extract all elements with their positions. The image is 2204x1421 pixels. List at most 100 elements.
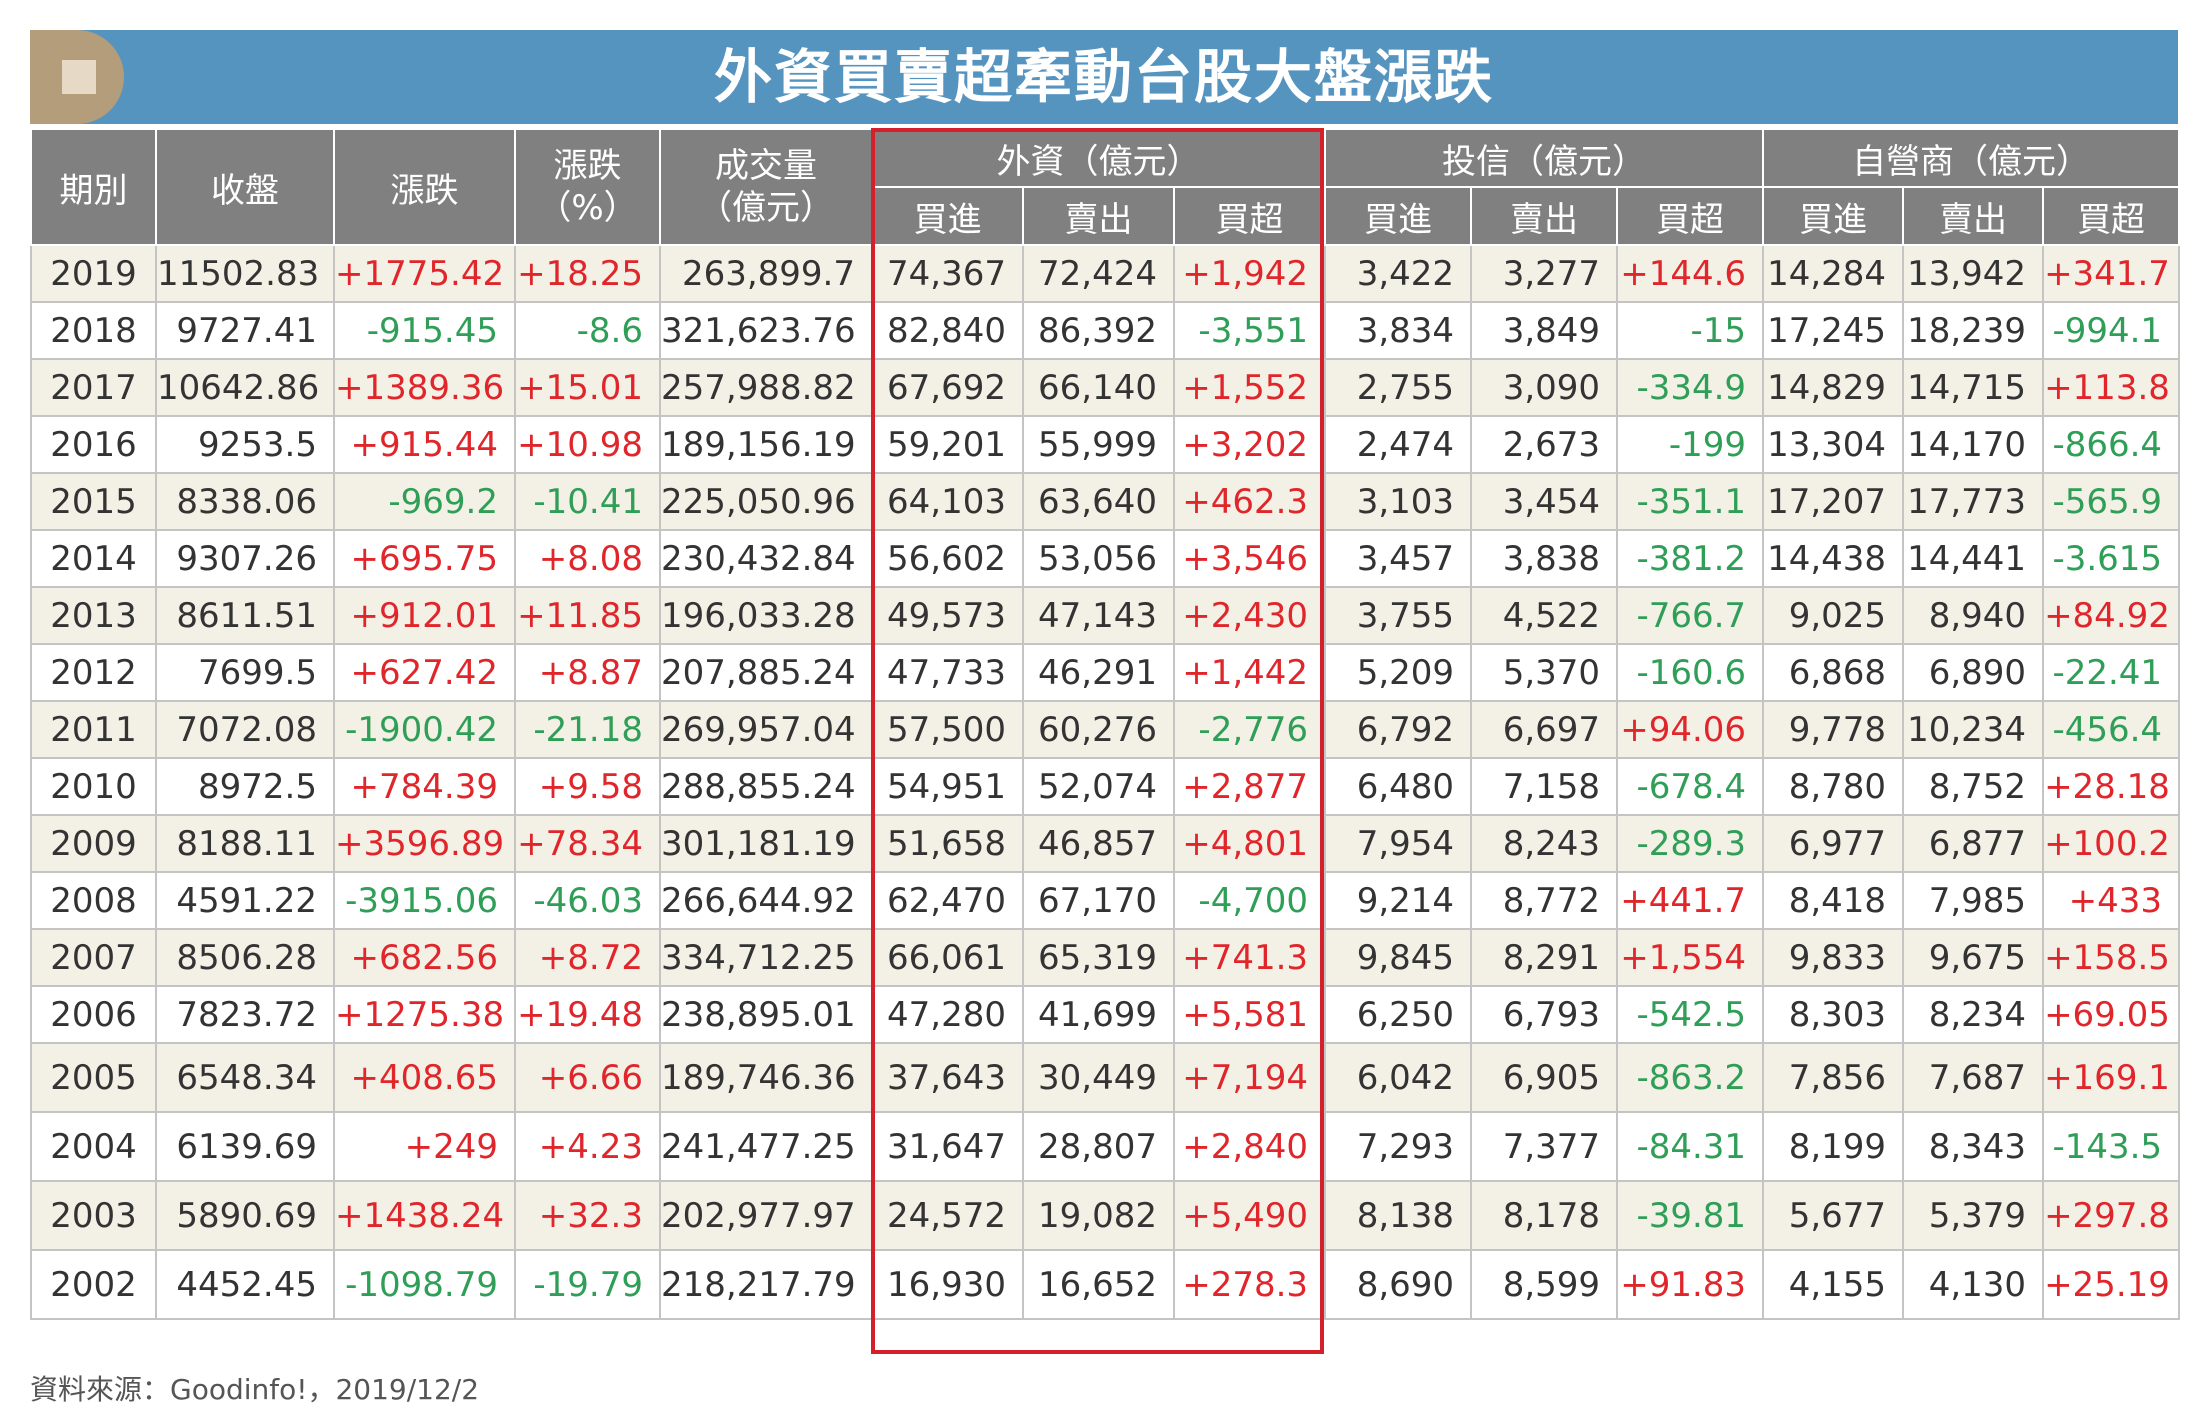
cell-chg: +408.65 [333,1042,516,1113]
cell-tn: -381.2 [1616,529,1765,588]
cell-pct: -46.03 [514,871,661,930]
cell-tb: 8,138 [1324,1180,1473,1251]
cell-tn: -39.81 [1616,1180,1765,1251]
cell-pct: +19.48 [514,985,661,1044]
cell-close: 4591.22 [155,871,335,930]
cell-chg: +1775.42 [333,244,516,303]
cell-ts: 3,849 [1470,301,1619,360]
cell-fn: +2,430 [1172,586,1327,645]
cell-year: 2015 [30,472,157,531]
cell-db: 5,677 [1762,1180,1905,1251]
cell-fn: +3,546 [1172,529,1327,588]
header-trust: 投信（億元） [1324,128,1765,188]
cell-ds: 8,234 [1902,985,2045,1044]
cell-close: 11502.83 [155,244,335,303]
cell-year: 2016 [30,415,157,474]
cell-dn: +113.8 [2042,358,2181,417]
cell-db: 8,418 [1762,871,1905,930]
cell-tn: -289.3 [1616,814,1765,873]
data-table: 期別 收盤 漲跌 漲跌 （%） 成交量 （億元） 外資（億元） 投信（億元） 自… [30,128,2181,1320]
header-volume: 成交量 （億元） [659,128,873,246]
table-row: 2009 8188.11 +3596.89 +78.34 301,181.19 51,65… [30,814,2181,873]
cell-ds: 5,379 [1902,1180,2045,1251]
cell-close: 6139.69 [155,1111,335,1182]
cell-fs: 53,056 [1022,529,1175,588]
table-body: 2019 11502.83 +1775.42 +18.25 263,899.7 74,36… [30,244,2181,1320]
cell-pct: +4.23 [514,1111,661,1182]
cell-chg: +682.56 [333,928,516,987]
header-change-pct-line2: （%） [537,188,638,228]
header-foreign-net: 買超 [1172,186,1327,246]
cell-fs: 19,082 [1022,1180,1175,1251]
cell-dn: +28.18 [2042,757,2181,816]
cell-ds: 7,985 [1902,871,2045,930]
cell-pct: +8.72 [514,928,661,987]
cell-db: 9,833 [1762,928,1905,987]
cell-chg: -1098.79 [333,1249,516,1320]
cell-fn: -2,776 [1172,700,1327,759]
cell-year: 2012 [30,643,157,702]
header-dealer-sell: 賣出 [1902,186,2045,246]
cell-db: 6,868 [1762,643,1905,702]
cell-fs: 46,857 [1022,814,1175,873]
header-dealer-net: 買超 [2042,186,2181,246]
cell-ts: 5,370 [1470,643,1619,702]
cell-chg: +1275.38 [333,985,516,1044]
cell-tn: -766.7 [1616,586,1765,645]
cell-fn: -3,551 [1172,301,1327,360]
cell-ts: 3,454 [1470,472,1619,531]
cell-dn: +25.19 [2042,1249,2181,1320]
cell-fs: 41,699 [1022,985,1175,1044]
cell-ts: 2,673 [1470,415,1619,474]
cell-year: 2018 [30,301,157,360]
cell-pct: +10.98 [514,415,661,474]
cell-fb: 47,733 [871,643,1024,702]
cell-close: 7823.72 [155,985,335,1044]
table-row: 2010 8972.5 +784.39 +9.58 288,855.24 54,951 52… [30,757,2181,816]
header-foreign-buy: 買進 [871,186,1024,246]
cell-vol: 202,977.97 [659,1180,873,1251]
table-row: 2011 7072.08 -1900.42 -21.18 269,957.04 57,50… [30,700,2181,759]
cell-tb: 3,103 [1324,472,1473,531]
cell-close: 8611.51 [155,586,335,645]
cell-year: 2010 [30,757,157,816]
cell-year: 2005 [30,1042,157,1113]
cell-vol: 269,957.04 [659,700,873,759]
cell-fn: +741.3 [1172,928,1327,987]
cell-ds: 14,441 [1902,529,2045,588]
cell-vol: 189,156.19 [659,415,873,474]
cell-tb: 9,214 [1324,871,1473,930]
cell-fn: +1,442 [1172,643,1327,702]
cell-tn: +1,554 [1616,928,1765,987]
cell-dn: +69.05 [2042,985,2181,1044]
cell-db: 4,155 [1762,1249,1905,1320]
cell-dn: +158.5 [2042,928,2181,987]
cell-ts: 8,772 [1470,871,1619,930]
cell-db: 8,303 [1762,985,1905,1044]
cell-year: 2013 [30,586,157,645]
cell-vol: 218,217.79 [659,1249,873,1320]
cell-fs: 67,170 [1022,871,1175,930]
cell-close: 9727.41 [155,301,335,360]
cell-tb: 3,457 [1324,529,1473,588]
cell-close: 9253.5 [155,415,335,474]
cell-fs: 63,640 [1022,472,1175,531]
corner-badge-icon [30,30,124,124]
cell-fb: 67,692 [871,358,1024,417]
cell-fn: +462.3 [1172,472,1327,531]
cell-vol: 266,644.92 [659,871,873,930]
cell-chg: +784.39 [333,757,516,816]
header-close: 收盤 [155,128,335,246]
cell-fb: 24,572 [871,1180,1024,1251]
cell-year: 2003 [30,1180,157,1251]
cell-pct: +32.3 [514,1180,661,1251]
header-volume-line1: 成交量 [715,146,817,186]
cell-fs: 60,276 [1022,700,1175,759]
cell-pct: -10.41 [514,472,661,531]
header-volume-line2: （億元） [698,188,834,228]
cell-year: 2019 [30,244,157,303]
cell-pct: +11.85 [514,586,661,645]
cell-db: 14,829 [1762,358,1905,417]
cell-fs: 28,807 [1022,1111,1175,1182]
cell-fn: -4,700 [1172,871,1327,930]
